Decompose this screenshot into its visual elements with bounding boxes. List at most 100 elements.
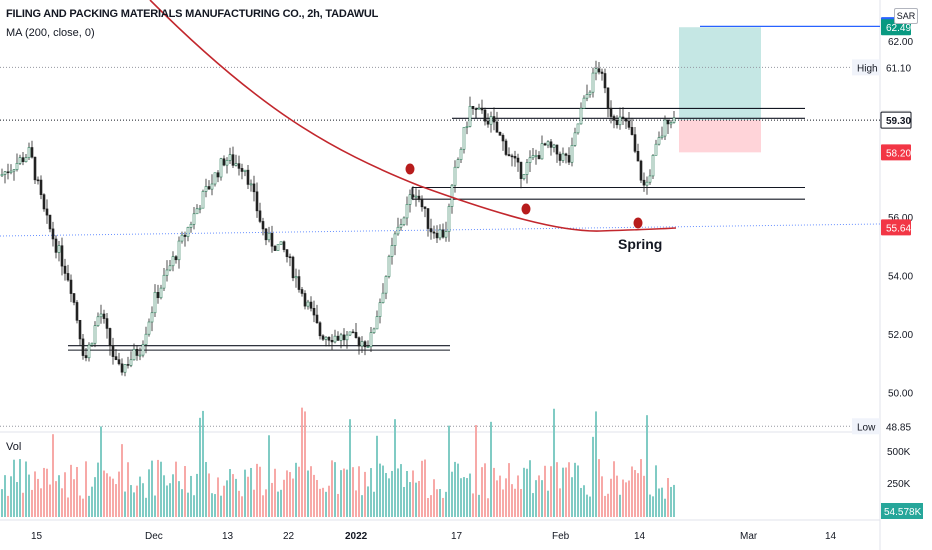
candle-body bbox=[189, 223, 193, 228]
candle-body bbox=[171, 256, 175, 267]
volume-axis-label: 250K bbox=[887, 479, 911, 490]
candle-body bbox=[51, 228, 55, 240]
volume-bar bbox=[247, 476, 249, 517]
volume-bar bbox=[238, 490, 240, 517]
volume-bar bbox=[637, 473, 639, 517]
volume-bar bbox=[127, 462, 129, 517]
candle-body bbox=[24, 157, 28, 163]
volume-bar bbox=[496, 480, 498, 517]
candle-body bbox=[396, 226, 400, 235]
candle-body bbox=[465, 126, 469, 128]
price-badge-stop[interactable] bbox=[881, 144, 911, 161]
volume-bar bbox=[163, 475, 165, 517]
stop-zone[interactable] bbox=[679, 120, 761, 153]
candle-body bbox=[537, 155, 541, 160]
candle-body bbox=[33, 156, 37, 181]
candle-body bbox=[84, 355, 88, 359]
candle-body bbox=[180, 234, 184, 242]
candle-body bbox=[45, 208, 49, 216]
candle-body bbox=[621, 116, 625, 120]
price-badge-low[interactable] bbox=[881, 418, 911, 435]
event-marker-2[interactable] bbox=[521, 203, 531, 215]
volume-bar bbox=[391, 470, 393, 517]
volume-bar bbox=[175, 461, 177, 517]
volume-bar bbox=[28, 474, 30, 517]
volume-bar bbox=[220, 495, 222, 517]
candle-body bbox=[177, 240, 181, 261]
volume-legend[interactable]: Vol bbox=[6, 441, 22, 453]
volume-bar bbox=[502, 489, 504, 517]
volume-bar bbox=[334, 462, 336, 517]
volume-bar bbox=[565, 467, 567, 517]
volume-bar bbox=[628, 480, 630, 517]
volume-bar bbox=[388, 478, 390, 517]
candle-body bbox=[462, 127, 466, 150]
volume-bar bbox=[580, 487, 582, 517]
volume-bar bbox=[325, 491, 327, 517]
candle-body bbox=[558, 153, 562, 161]
volume-bar bbox=[70, 464, 72, 517]
candle-body bbox=[441, 229, 445, 238]
candle-body bbox=[222, 158, 226, 166]
volume-bar bbox=[436, 489, 438, 517]
candle-body bbox=[432, 231, 436, 234]
symbol-title[interactable]: FILING AND PACKING MATERIALS MANUFACTURI… bbox=[6, 8, 379, 20]
volume-bar bbox=[625, 482, 627, 517]
candle-body bbox=[18, 157, 22, 164]
volume-bar bbox=[340, 470, 342, 517]
event-marker-1[interactable] bbox=[405, 163, 415, 175]
volume-bar bbox=[619, 494, 621, 517]
volume-bar bbox=[439, 489, 441, 517]
candle-body bbox=[315, 314, 319, 324]
candle-body bbox=[354, 332, 358, 338]
volume-bar bbox=[397, 468, 399, 517]
candle-body bbox=[588, 91, 592, 95]
candle-body bbox=[78, 319, 82, 340]
volume-bar bbox=[277, 491, 279, 517]
volume-bar bbox=[601, 476, 603, 517]
candle-body bbox=[423, 206, 427, 209]
candles[interactable] bbox=[0, 60, 676, 517]
volume-bar bbox=[316, 479, 318, 517]
spring-annotation[interactable]: Spring bbox=[618, 236, 663, 252]
volume-bar bbox=[82, 498, 84, 517]
volume-bar bbox=[184, 466, 186, 517]
candle-body bbox=[159, 287, 163, 299]
volume-bar bbox=[226, 480, 228, 517]
candle-body bbox=[645, 181, 649, 186]
candle-body bbox=[381, 292, 385, 303]
volume-bar bbox=[367, 486, 369, 517]
volume-bar bbox=[355, 490, 357, 517]
volume-bar bbox=[655, 465, 657, 517]
volume-bar bbox=[499, 475, 501, 517]
candle-body bbox=[93, 325, 97, 344]
candle-body bbox=[138, 354, 142, 357]
ma-200-line[interactable] bbox=[149, 0, 677, 232]
candle-body bbox=[384, 276, 388, 294]
candle-body bbox=[285, 249, 289, 258]
price-badge-last-price[interactable] bbox=[880, 111, 912, 129]
indicator-legend[interactable]: MA (200, close, 0) bbox=[6, 27, 95, 39]
event-marker-3[interactable] bbox=[633, 217, 643, 229]
candle-body bbox=[15, 163, 19, 170]
volume-bar bbox=[556, 462, 558, 517]
price-badge-ma-value[interactable] bbox=[881, 219, 911, 236]
candle-body bbox=[579, 108, 583, 125]
volume-bar bbox=[577, 465, 579, 517]
candle-body bbox=[618, 116, 622, 126]
candle-body bbox=[102, 313, 106, 319]
volume-bar bbox=[121, 444, 123, 517]
volume-bar bbox=[460, 478, 462, 517]
candle-body bbox=[660, 135, 664, 138]
target-zone[interactable] bbox=[679, 27, 761, 121]
candle-body bbox=[624, 118, 628, 122]
candle-body bbox=[141, 344, 145, 356]
last-volume-badge[interactable] bbox=[881, 503, 923, 519]
candle-body bbox=[666, 119, 670, 125]
candle-body bbox=[657, 137, 661, 145]
price-badge-high[interactable] bbox=[881, 59, 911, 76]
candle-body bbox=[195, 208, 199, 215]
volume-bar bbox=[130, 485, 132, 517]
